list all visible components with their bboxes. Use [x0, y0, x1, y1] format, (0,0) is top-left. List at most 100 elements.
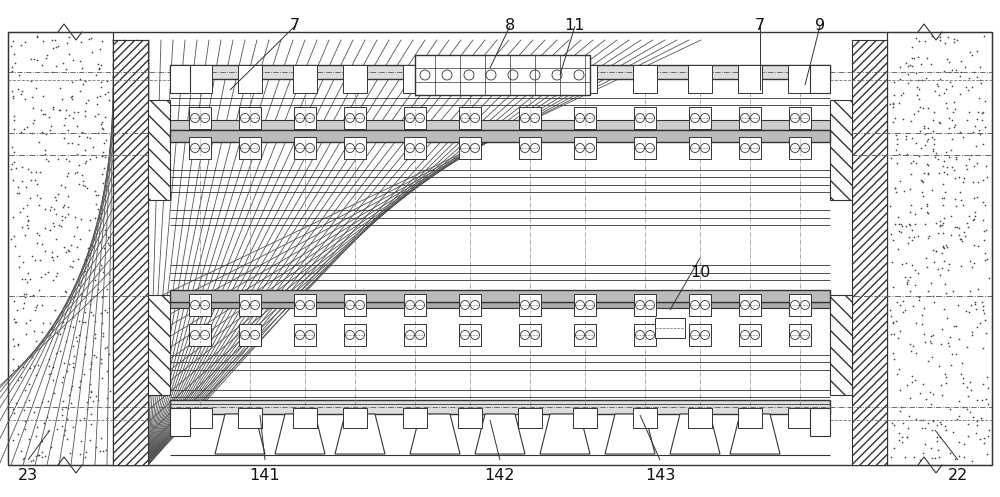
Point: [60, 126, 76, 134]
Point: [895, 115, 911, 123]
Point: [92, 238, 108, 246]
Point: [904, 54, 920, 62]
Point: [6, 232, 22, 240]
Point: [26, 408, 42, 416]
Point: [6, 410, 22, 417]
Point: [925, 145, 941, 153]
Point: [925, 415, 941, 423]
Bar: [573, 408, 597, 428]
Bar: [574, 137, 596, 159]
Point: [23, 55, 39, 63]
Point: [908, 34, 924, 42]
Bar: [689, 294, 711, 316]
Point: [970, 243, 986, 250]
Point: [94, 37, 110, 45]
Point: [21, 396, 37, 404]
Point: [46, 222, 62, 230]
Point: [902, 61, 918, 69]
Point: [975, 302, 991, 310]
Point: [960, 420, 976, 428]
Bar: [852, 40, 887, 465]
Point: [37, 146, 53, 154]
Bar: [634, 324, 656, 346]
Point: [19, 212, 35, 220]
Point: [937, 39, 953, 47]
Point: [15, 455, 31, 463]
Bar: [830, 295, 852, 395]
Point: [883, 453, 899, 461]
Point: [60, 192, 76, 200]
Point: [953, 196, 969, 204]
Point: [78, 333, 94, 341]
Point: [960, 392, 976, 400]
Point: [885, 318, 901, 326]
Point: [82, 380, 98, 388]
Point: [92, 92, 108, 100]
Point: [910, 269, 926, 277]
Point: [961, 212, 977, 220]
Point: [966, 68, 982, 76]
Point: [92, 447, 108, 455]
Point: [67, 213, 83, 221]
Point: [90, 191, 106, 199]
Point: [60, 139, 76, 147]
Point: [942, 78, 958, 86]
Point: [943, 232, 959, 240]
Point: [915, 103, 931, 111]
Point: [888, 131, 904, 139]
Point: [899, 433, 915, 441]
Bar: [344, 324, 366, 346]
Point: [65, 114, 81, 122]
Point: [65, 423, 81, 431]
Point: [88, 191, 104, 199]
Point: [20, 217, 36, 225]
Point: [40, 427, 56, 435]
Point: [905, 157, 921, 165]
Point: [926, 140, 942, 148]
Point: [951, 412, 967, 420]
Point: [65, 313, 81, 321]
Point: [73, 38, 89, 46]
Point: [8, 399, 24, 407]
Point: [99, 77, 115, 85]
Point: [28, 168, 44, 176]
Text: 7: 7: [755, 18, 765, 33]
Point: [948, 67, 964, 75]
Point: [952, 72, 968, 80]
Point: [65, 359, 81, 367]
Point: [26, 362, 42, 370]
Point: [953, 262, 969, 270]
Bar: [170, 120, 830, 130]
Point: [82, 393, 98, 401]
Point: [934, 194, 950, 202]
Point: [918, 395, 934, 403]
Point: [93, 355, 109, 363]
Point: [894, 433, 910, 441]
Point: [83, 34, 99, 42]
Point: [48, 210, 64, 218]
Point: [980, 432, 996, 440]
Point: [893, 91, 909, 99]
Point: [45, 219, 61, 227]
Point: [31, 231, 47, 239]
Point: [6, 112, 22, 120]
Point: [972, 131, 988, 139]
Bar: [343, 408, 367, 428]
Point: [932, 271, 948, 279]
Point: [904, 43, 920, 51]
Point: [964, 328, 980, 336]
Point: [927, 153, 943, 161]
Point: [903, 347, 919, 355]
Point: [944, 116, 960, 124]
Point: [29, 191, 45, 199]
Point: [34, 328, 50, 336]
Point: [917, 220, 933, 228]
Point: [924, 133, 940, 141]
Point: [968, 429, 984, 437]
Bar: [459, 324, 481, 346]
Point: [949, 36, 965, 44]
Point: [915, 416, 931, 424]
Point: [99, 394, 115, 402]
Point: [95, 267, 111, 275]
Point: [89, 229, 105, 237]
